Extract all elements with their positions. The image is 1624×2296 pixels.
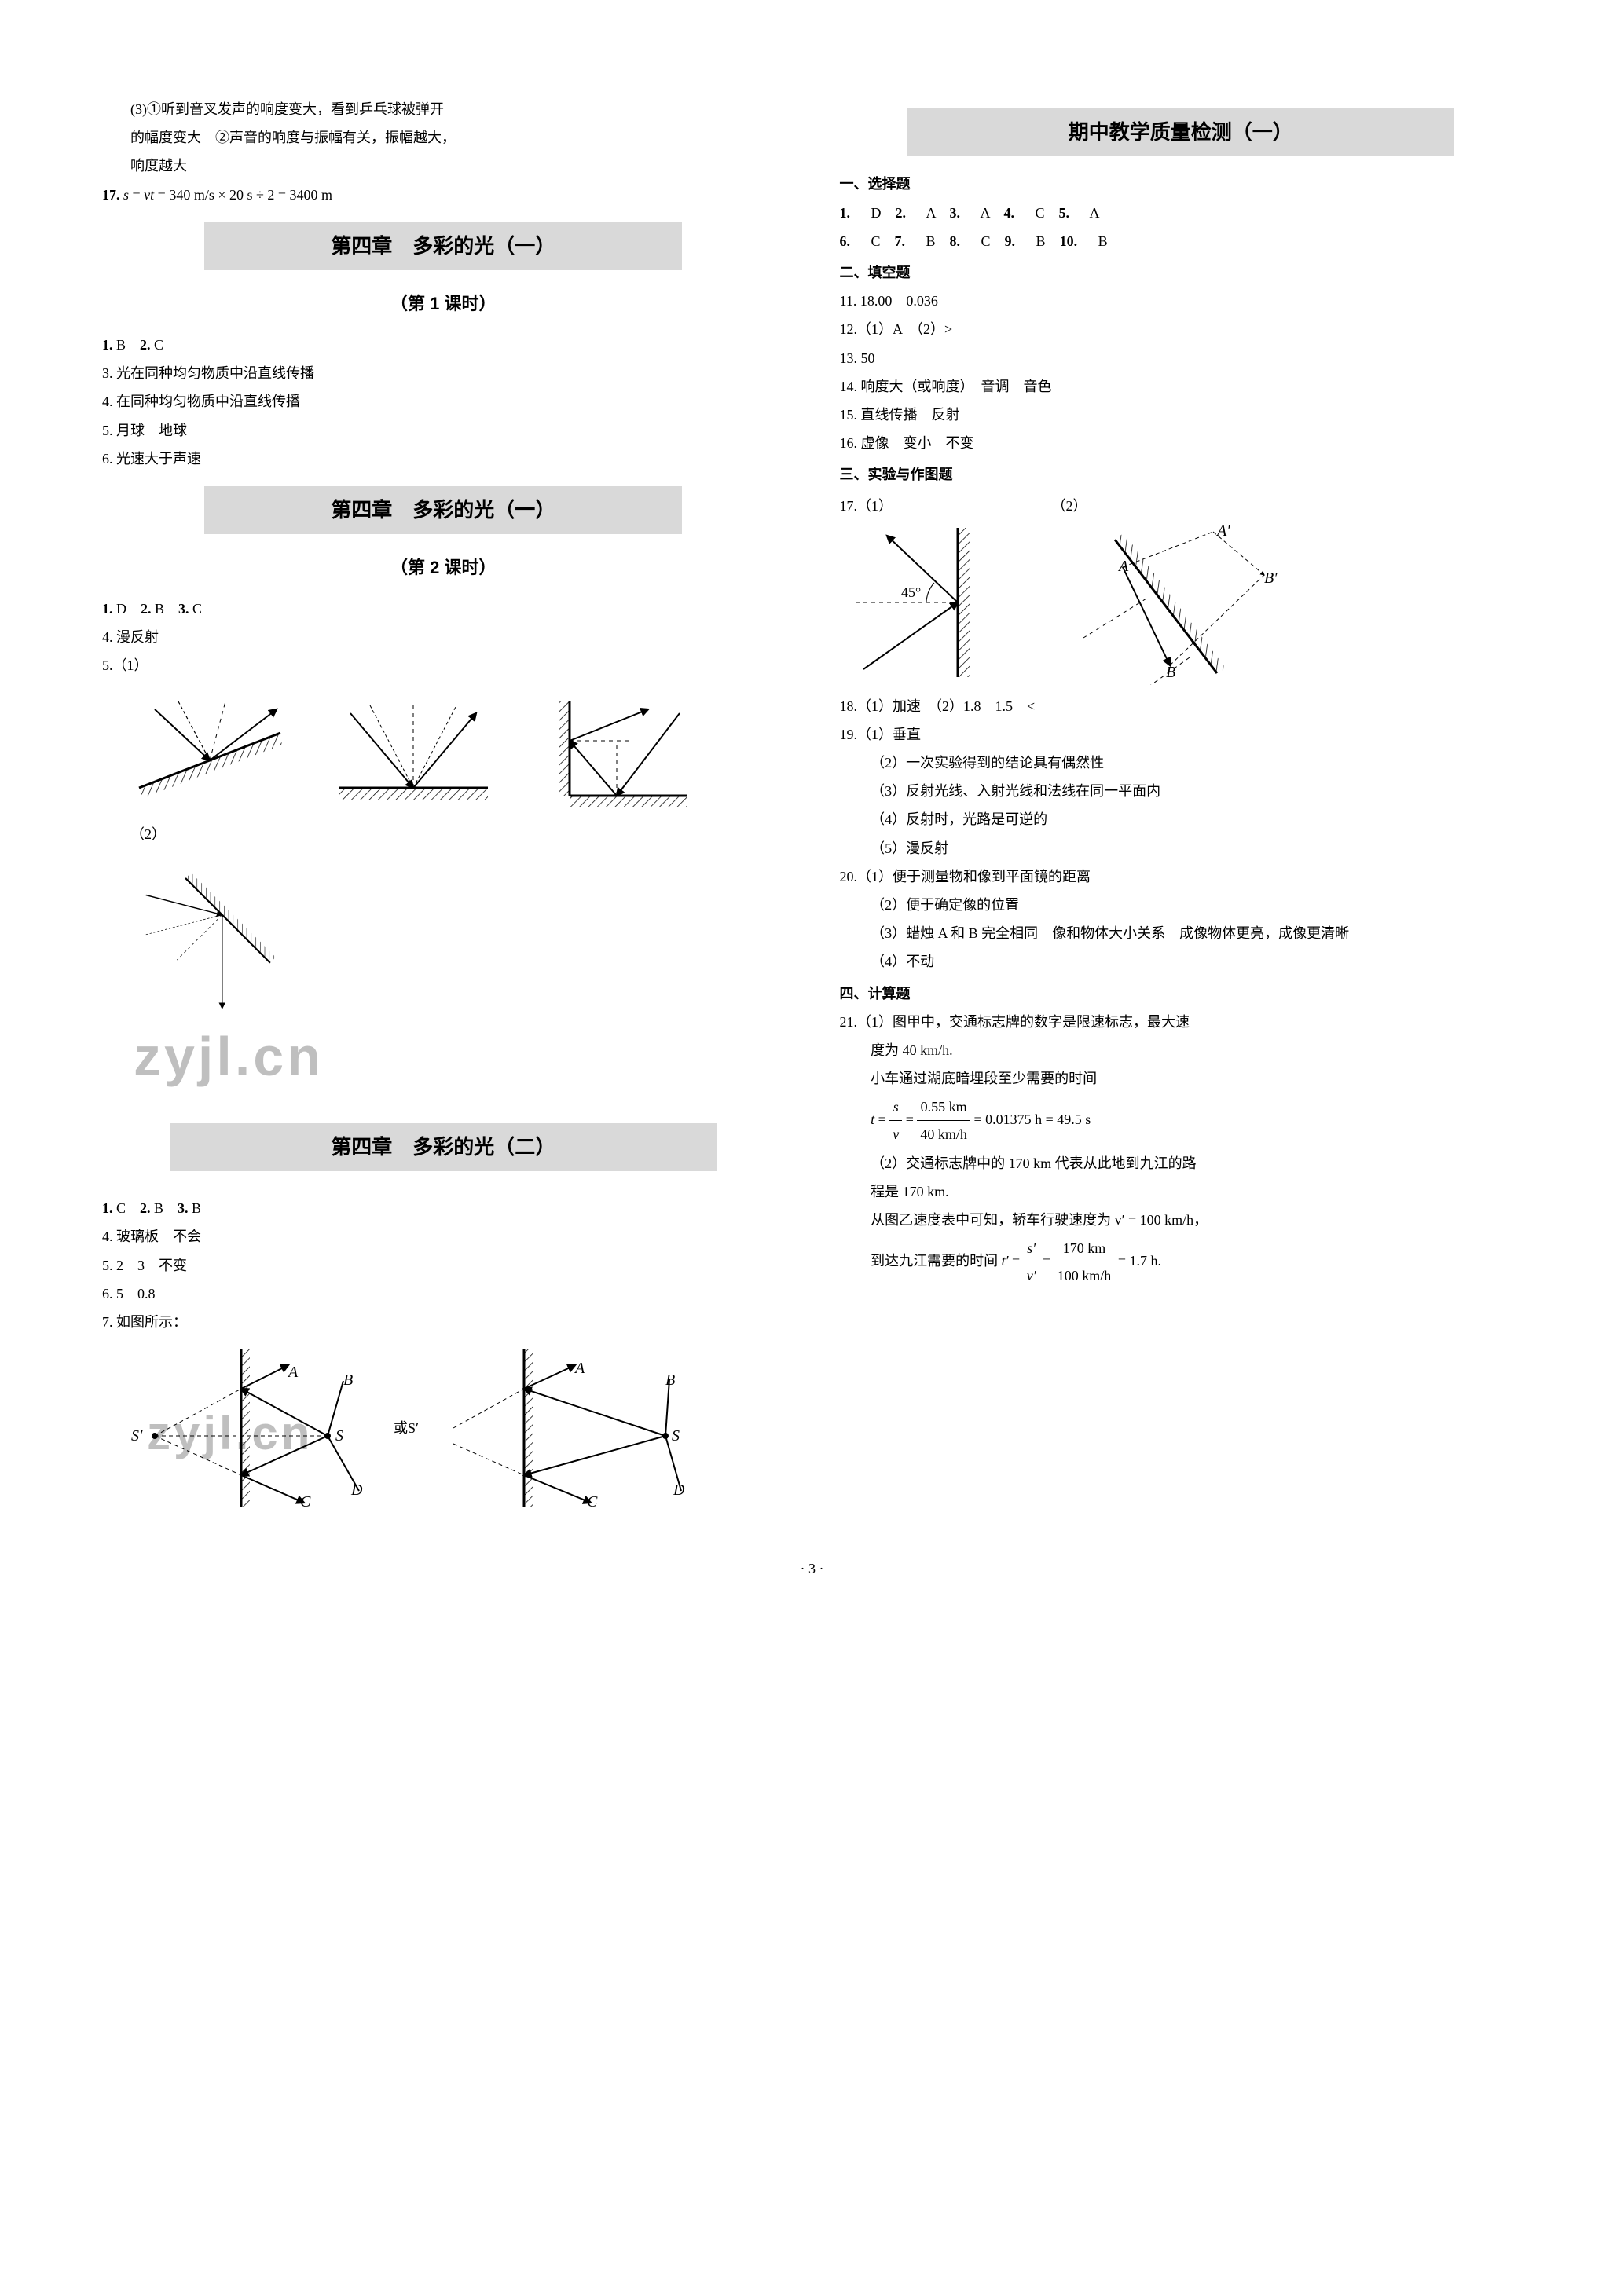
svg-text:A: A	[574, 1360, 585, 1377]
diagram-row-1	[123, 686, 785, 811]
page-number: · 3 ·	[102, 1555, 1522, 1582]
section-head: 二、填空题	[840, 259, 1523, 286]
lesson-title: （第 2 课时）	[102, 551, 785, 584]
diagram-row-3: S′ S A B C D 或S′	[123, 1342, 785, 1514]
q21-formula: t = s v = 0.55 km 40 km/h = 0.01375 h = …	[871, 1093, 1522, 1148]
answer-line: 4. 漫反射	[102, 624, 785, 650]
mirror-45-diagram: 45°	[840, 520, 1021, 685]
q17-1-wrap: 17.（1） 45°	[840, 493, 1021, 684]
reflection-diagram-b	[323, 686, 504, 811]
fill-line: 15. 直线传播 反射	[840, 401, 1523, 428]
answer-line: 6. 光速大于声速	[102, 445, 785, 472]
q17-2-label: （2）	[1052, 493, 1087, 519]
svg-text:D: D	[350, 1481, 363, 1499]
q17-diagram-row: 17.（1） 45° （2）	[840, 493, 1523, 684]
svg-text:B: B	[665, 1371, 675, 1389]
q5-2-label: （2）	[102, 821, 785, 848]
right-column: 期中教学质量检测（一） 一、选择题 1. D 2. A 3. A 4. C 5.…	[840, 94, 1523, 1524]
q21-formula-2: 到达九江需要的时间 t′ = s′ v′ = 170 km 100 km/h =…	[871, 1235, 1522, 1289]
chapter-banner: 第四章 多彩的光（二）	[170, 1123, 717, 1171]
svg-text:S: S	[672, 1427, 680, 1445]
chapter-banner: 第四章 多彩的光（一）	[204, 222, 682, 270]
q21-line: 从图乙速度表中可知，轿车行驶速度为 v′ = 100 km/h，	[871, 1207, 1522, 1233]
q21-2d-pre: 到达九江需要的时间	[871, 1253, 1002, 1269]
or-label: 或S′	[394, 1415, 419, 1441]
fill-line: 12.（1）A （2）>	[840, 316, 1523, 342]
q21-body: 度为 40 km/h. 小车通过湖底暗埋段至少需要的时间 t = s v = 0…	[840, 1037, 1523, 1290]
fill-line: 16. 虚像 变小 不变	[840, 430, 1523, 456]
angle-label: 45°	[901, 584, 921, 600]
svg-text:A′: A′	[1215, 522, 1230, 540]
svg-text:B: B	[1166, 664, 1175, 681]
chapter-banner: 第四章 多彩的光（一）	[204, 486, 682, 534]
mirror-ab-diagram: A A′ B B′	[1044, 520, 1280, 685]
sub-line: （4）不动	[871, 948, 1522, 975]
svg-text:S′: S′	[131, 1427, 143, 1445]
inclined-mirror-diagram	[123, 854, 304, 1027]
q20-head: 20.（1）便于测量物和像到平面镜的距离	[840, 863, 1523, 890]
q21-line: 小车通过湖底暗埋段至少需要的时间	[871, 1065, 1522, 1092]
svg-text:B: B	[343, 1371, 353, 1389]
answer-line: 1. B 2. C	[102, 331, 785, 358]
sub-line: （2）一次实验得到的结论具有偶然性	[871, 749, 1522, 776]
answer-line: 1. C 2. B 3. B	[102, 1195, 785, 1221]
fill-line: 14. 响度大（或响度） 音调 音色	[840, 373, 1523, 400]
reflection-diagram-c	[522, 686, 703, 811]
mirror-image-diagram-2: S A B C D	[438, 1342, 689, 1514]
svg-text:B′: B′	[1264, 569, 1278, 587]
answer-line: 5. 2 3 不变	[102, 1252, 785, 1279]
svg-text:A: A	[1117, 558, 1129, 575]
q21-1a: 21.（1）图甲中，交通标志牌的数字是限速标志，最大速	[840, 1009, 1523, 1035]
answer-line: 7. 如图所示：	[102, 1309, 785, 1335]
sub-line: （5）漫反射	[871, 835, 1522, 862]
reflection-diagram-a	[123, 686, 304, 811]
q21-line: （2）交通标志牌中的 170 km 代表从此地到九江的路	[871, 1150, 1522, 1177]
q17-formula: 17. s = vt = 340 m/s × 20 s ÷ 2 = 3400 m	[102, 181, 785, 208]
section-head: 四、计算题	[840, 980, 1523, 1007]
sub-line: （3）蜡烛 A 和 B 完全相同 像和物体大小关系 成像物体更亮，成像更清晰	[871, 920, 1522, 947]
section2-answers: 1. C 2. B 3. B 4. 玻璃板 不会 5. 2 3 不变 6. 5 …	[102, 1195, 785, 1335]
lesson1-answers: 1. B 2. C 3. 光在同种均匀物质中沿直线传播 4. 在同种均匀物质中沿…	[102, 331, 785, 472]
diagram-row-2	[123, 854, 785, 1027]
mirror-image-diagram-1: S′ S A B C D	[123, 1342, 375, 1514]
q19-subs: （2）一次实验得到的结论具有偶然性 （3）反射光线、入射光线和法线在同一平面内 …	[840, 749, 1523, 862]
sub-line: （2）便于确定像的位置	[871, 892, 1522, 918]
q17-1-label: 17.（1）	[840, 493, 893, 519]
svg-text:S: S	[335, 1427, 343, 1445]
exam-banner: 期中教学质量检测（一）	[907, 108, 1454, 156]
answer-line: 5. 月球 地球	[102, 417, 785, 444]
answer-line: 6. 5 0.8	[102, 1280, 785, 1307]
fill-line: 11. 18.00 0.036	[840, 287, 1523, 314]
page-columns: (3)①听到音叉发声的响度变大，看到乒乓球被弹开 的幅度变大 ②声音的响度与振幅…	[102, 94, 1522, 1524]
mc-row: 6. C 7. B 8. C 9. B 10. B	[840, 228, 1523, 255]
fill-line: 13. 50	[840, 345, 1523, 372]
sub-line: （4）反射时，光路是可逆的	[871, 806, 1522, 833]
q21-line: 程是 170 km.	[871, 1178, 1522, 1205]
q20-subs: （2）便于确定像的位置 （3）蜡烛 A 和 B 完全相同 像和物体大小关系 成像…	[840, 892, 1523, 976]
left-column: (3)①听到音叉发声的响度变大，看到乒乓球被弹开 的幅度变大 ②声音的响度与振幅…	[102, 94, 785, 1524]
intro-line: 的幅度变大 ②声音的响度与振幅有关，振幅越大，	[130, 124, 785, 151]
answer-line: 4. 玻璃板 不会	[102, 1223, 785, 1250]
intro-block: (3)①听到音叉发声的响度变大，看到乒乓球被弹开 的幅度变大 ②声音的响度与振幅…	[102, 96, 785, 180]
answer-line: 4. 在同种均匀物质中沿直线传播	[102, 388, 785, 415]
intro-line: (3)①听到音叉发声的响度变大，看到乒乓球被弹开	[130, 96, 785, 123]
section-head: 一、选择题	[840, 170, 1523, 197]
sub-line: （3）反射光线、入射光线和法线在同一平面内	[871, 778, 1522, 804]
lesson-title: （第 1 课时）	[102, 287, 785, 320]
svg-text:A: A	[287, 1364, 299, 1381]
intro-line: 响度越大	[130, 152, 785, 179]
answer-line: 1. D 2. B 3. C	[102, 595, 785, 622]
q18: 18.（1）加速 （2）1.8 1.5 <	[840, 693, 1523, 720]
mc-row: 1. D 2. A 3. A 4. C 5. A	[840, 200, 1523, 226]
answer-line: 3. 光在同种均匀物质中沿直线传播	[102, 360, 785, 386]
q17-2-wrap: （2） A A′ B B′	[1044, 493, 1280, 684]
q5-label: 5.（1）	[102, 652, 785, 679]
q19-head: 19.（1）垂直	[840, 721, 1523, 748]
q21-line: 度为 40 km/h.	[871, 1037, 1522, 1064]
section-head: 三、实验与作图题	[840, 461, 1523, 488]
